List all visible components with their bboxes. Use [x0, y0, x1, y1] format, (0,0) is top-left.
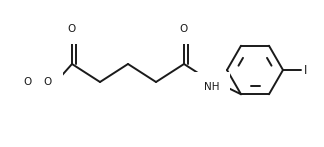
Text: O: O [180, 24, 188, 34]
Text: O: O [24, 77, 32, 87]
Text: O: O [68, 24, 76, 34]
Text: O: O [44, 77, 52, 87]
Text: I: I [304, 64, 307, 76]
Text: NH: NH [204, 82, 220, 92]
